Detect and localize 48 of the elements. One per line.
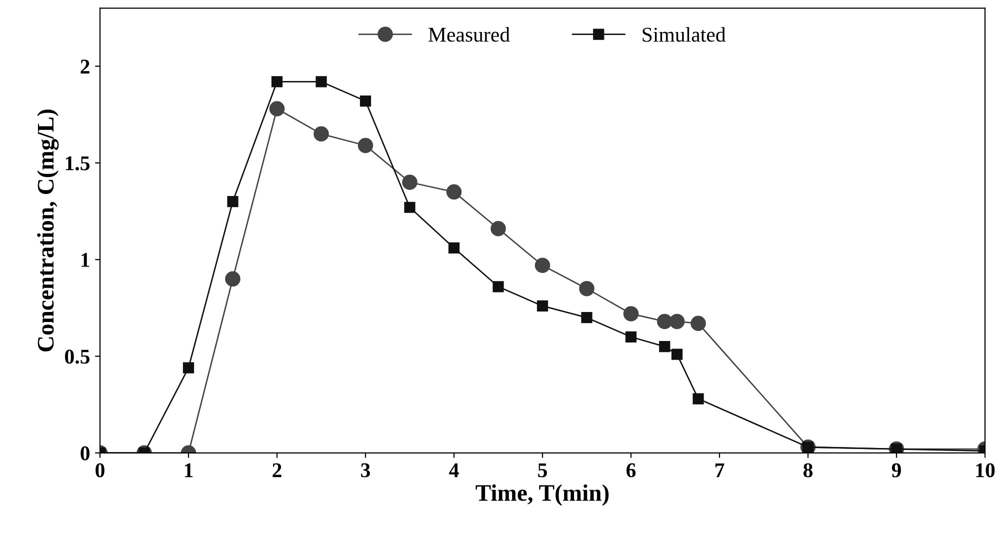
point <box>890 444 902 453</box>
point <box>669 314 685 330</box>
point <box>269 101 285 116</box>
point <box>402 174 418 190</box>
point <box>659 341 670 352</box>
point <box>656 314 672 330</box>
point <box>692 393 704 404</box>
point <box>581 312 592 324</box>
x-tick-label: 6 <box>626 463 636 478</box>
point <box>271 76 283 88</box>
y-tick-label: 0 <box>80 446 90 460</box>
point <box>360 95 372 107</box>
point <box>490 221 506 236</box>
x-tick-label: 3 <box>361 463 370 478</box>
point <box>623 306 639 322</box>
x-tick-label: 1 <box>184 463 193 478</box>
point <box>358 138 374 154</box>
x-axis-title: Time, T(min) <box>476 484 609 506</box>
x-tick-label: 4 <box>449 463 459 478</box>
point <box>182 362 194 374</box>
point <box>314 126 329 142</box>
x-tick-label: 2 <box>272 463 282 478</box>
point <box>225 271 240 287</box>
y-tick-label: 1 <box>82 253 90 267</box>
point <box>671 348 683 360</box>
legend-label: Simulated <box>642 27 726 42</box>
point <box>579 280 594 296</box>
y-tick-label: 1.5 <box>66 156 90 170</box>
point <box>690 316 706 332</box>
point <box>316 76 327 88</box>
x-tick-label: 0 <box>96 463 104 478</box>
y-tick-label: 0.5 <box>65 350 90 364</box>
point <box>625 331 637 342</box>
legend-label: Measured <box>428 27 510 42</box>
point <box>448 242 460 254</box>
y-axis-title: Concentration, C(mg/L) <box>37 110 59 352</box>
x-tick-label: 5 <box>538 463 547 478</box>
x-tick-label: 9 <box>892 463 901 478</box>
point <box>492 281 504 292</box>
point <box>404 202 416 213</box>
point <box>534 258 550 274</box>
point <box>227 196 238 208</box>
x-tick-label: 10 <box>976 463 995 478</box>
point <box>536 300 548 312</box>
x-tick-label: 7 <box>715 463 724 478</box>
point <box>446 184 462 200</box>
y-tick-label: 2 <box>80 60 90 74</box>
x-tick-label: 8 <box>803 463 813 478</box>
